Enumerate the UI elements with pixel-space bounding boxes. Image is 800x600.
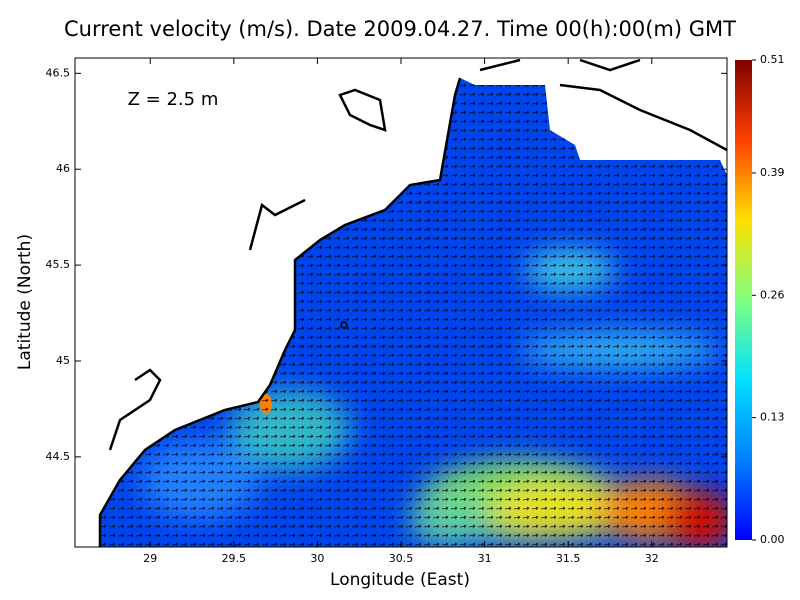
x-tick-label: 31.5 — [556, 552, 581, 565]
colorbar-tick-label: 0.13 — [760, 411, 785, 424]
x-tick-label: 29.5 — [222, 552, 247, 565]
y-tick-label: 45 — [56, 354, 70, 367]
coastline — [98, 77, 462, 547]
y-tick-label: 46.5 — [46, 66, 71, 79]
x-tick-label: 30.5 — [389, 552, 414, 565]
y-axis-label: Latitude (North) — [15, 234, 35, 370]
coastline — [108, 368, 162, 451]
x-tick-label: 29 — [143, 552, 157, 565]
y-tick-label: 44.5 — [46, 450, 71, 463]
x-tick-label: 32 — [645, 552, 659, 565]
x-tick-label: 30 — [310, 552, 324, 565]
x-axis-label: Longitude (East) — [330, 570, 470, 590]
island — [340, 321, 348, 329]
colorbar-tick-label: 0.39 — [760, 166, 785, 179]
colorbar — [735, 60, 752, 540]
y-tick-label: 46 — [56, 162, 70, 175]
x-tick-label: 31 — [478, 552, 492, 565]
chart-title: Current velocity (m/s). Date 2009.04.27.… — [64, 17, 736, 41]
coastline — [248, 58, 727, 251]
y-tick-label: 45.5 — [46, 258, 71, 271]
annotation: Z = 2.5 m — [128, 89, 219, 110]
map-area — [75, 58, 727, 547]
colorbar-tick-label: 0.51 — [760, 53, 785, 66]
colorbar-tick-label: 0.26 — [760, 288, 785, 301]
colorbar-tick-label: 0.00 — [760, 533, 785, 546]
